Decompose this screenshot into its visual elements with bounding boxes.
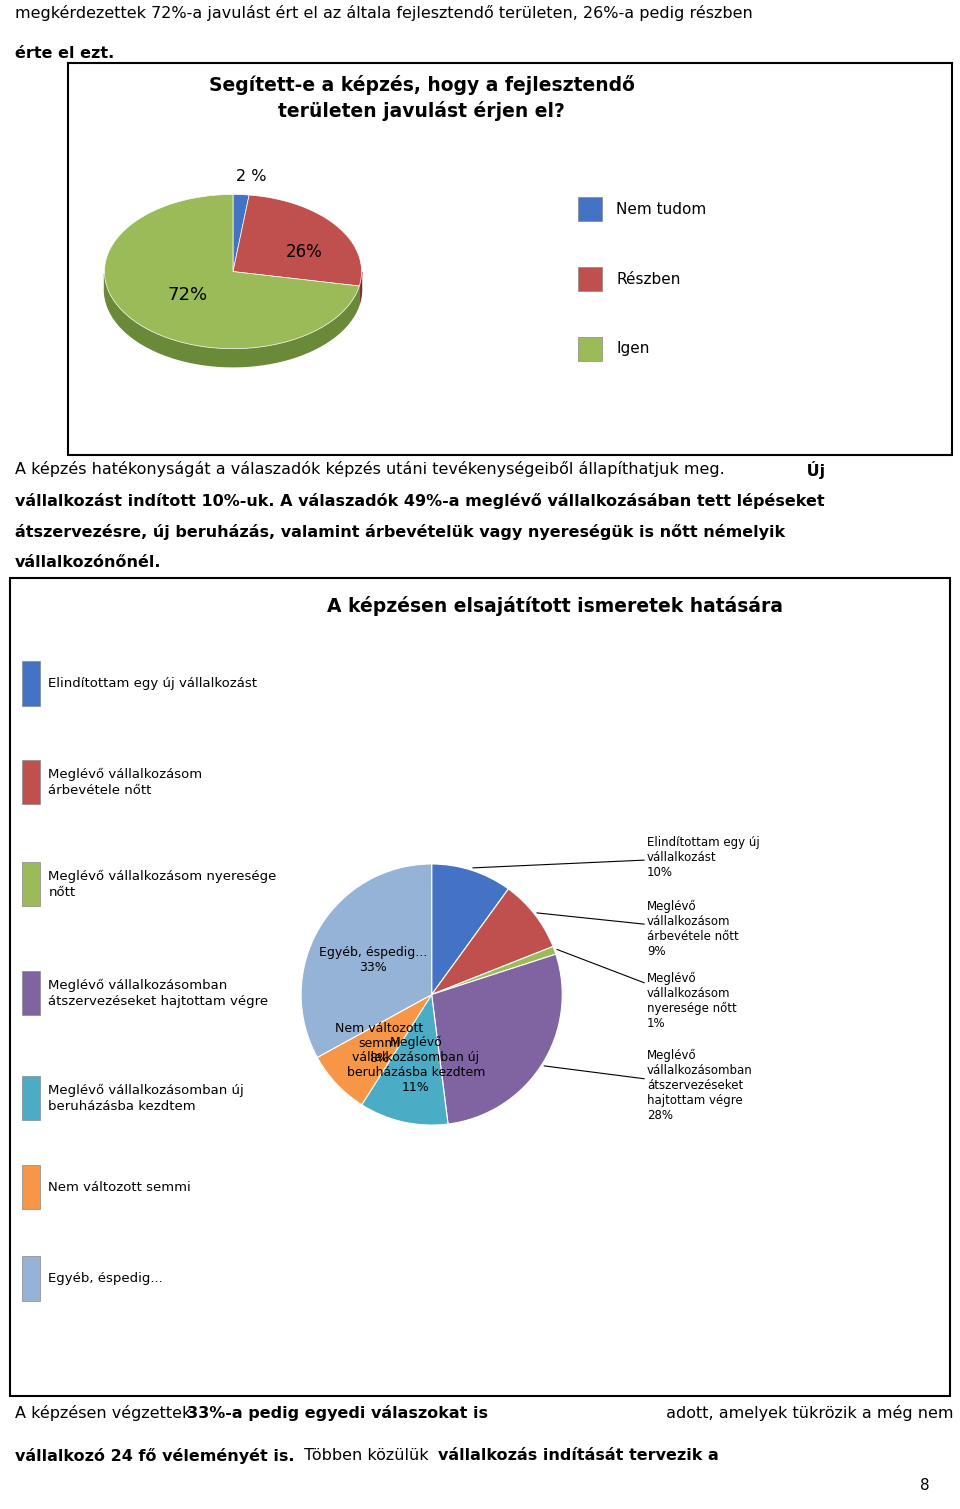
Text: 2 %: 2 % [236, 169, 266, 184]
Text: A képzésen végzettek: A képzésen végzettek [15, 1405, 197, 1421]
Text: Egyéb, éspedig...: Egyéb, éspedig... [48, 1272, 163, 1286]
Polygon shape [233, 195, 249, 272]
Text: vállalkozás indítását tervezik a: vállalkozás indítását tervezik a [438, 1449, 719, 1464]
Bar [578, 198, 602, 220]
Text: Meglévő
vállalkozásomban új
beruházásba kezdtem
11%: Meglévő vállalkozásomban új beruházásba … [347, 1035, 485, 1094]
Text: vállalkozást indított 10%-uk. A válaszadók 49%-a meglévő vállalkozásában tett lé: vállalkozást indított 10%-uk. A válaszad… [15, 492, 825, 509]
Text: Segített-e a képzés, hogy a fejlesztendő
területen javulást érjen el?: Segített-e a képzés, hogy a fejlesztendő… [208, 75, 635, 121]
Bar [22, 862, 40, 907]
Polygon shape [105, 275, 359, 367]
Text: Meglévő
vállalkozásomban
átszervezéseket
hajtottam végre
28%: Meglévő vállalkozásomban átszervezéseket… [544, 1049, 753, 1123]
Wedge shape [432, 865, 509, 994]
Text: adott, amelyek tükrözik a még nem: adott, amelyek tükrözik a még nem [661, 1405, 954, 1421]
Text: Elindítottam egy új vállalkozást: Elindítottam egy új vállalkozást [48, 678, 257, 690]
Text: Új: Új [801, 462, 825, 480]
Bar [22, 1165, 40, 1209]
Text: megkérdezettek 72%-a javulást ért el az általa fejlesztendő területen, 26%-a ped: megkérdezettek 72%-a javulást ért el az … [15, 5, 753, 21]
Text: Egyéb, éspedig...
33%: Egyéb, éspedig... 33% [319, 946, 427, 973]
Polygon shape [359, 272, 362, 303]
Text: Meglévő vállalkozásom nyeresége
nőtt: Meglévő vállalkozásom nyeresége nőtt [48, 869, 276, 899]
Bar [22, 661, 40, 706]
Wedge shape [432, 946, 556, 994]
Text: Nem tudom: Nem tudom [616, 202, 707, 216]
Bar [22, 1076, 40, 1120]
Text: Igen: Igen [616, 341, 650, 356]
Text: 33%-a pedig egyedi válaszokat is: 33%-a pedig egyedi válaszokat is [187, 1405, 488, 1421]
Bar [578, 267, 602, 291]
Polygon shape [105, 195, 359, 349]
Text: Nem változott semmi: Nem változott semmi [48, 1180, 191, 1194]
Text: Meglévő
vállalkozásom
nyeresége nőtt
1%: Meglévő vállalkozásom nyeresége nőtt 1% [557, 949, 737, 1031]
Text: 26%: 26% [285, 243, 323, 261]
Wedge shape [362, 994, 448, 1126]
Text: 72%: 72% [168, 285, 208, 303]
Bar [22, 1257, 40, 1301]
Text: Meglévő vállalkozásom
árbevétele nőtt: Meglévő vállalkozásom árbevétele nőtt [48, 768, 203, 797]
Wedge shape [301, 865, 432, 1058]
Bar [22, 970, 40, 1016]
Text: érte el ezt.: érte el ezt. [15, 45, 114, 60]
Text: A képzésen elsajátított ismeretek hatására: A képzésen elsajátított ismeretek hatásá… [327, 596, 783, 616]
Bar [22, 761, 40, 804]
Wedge shape [317, 994, 432, 1105]
Wedge shape [432, 889, 553, 994]
Wedge shape [432, 954, 563, 1124]
Text: Elindítottam egy új
vállalkozást
10%: Elindítottam egy új vállalkozást 10% [473, 836, 759, 878]
Bar [578, 337, 602, 361]
Text: A képzés hatékonyságát a válaszadók képzés utáni tevékenységeiből állapíthatjuk : A képzés hatékonyságát a válaszadók képz… [15, 462, 725, 477]
Text: Többen közülük: Többen közülük [299, 1449, 433, 1464]
Text: vállalkozó 24 fő véleményét is.: vállalkozó 24 fő véleményét is. [15, 1449, 295, 1464]
Text: vállalkozónőnél.: vállalkozónőnél. [15, 555, 161, 569]
Text: Meglévő
vállalkozásom
árbevétele nőtt
9%: Meglévő vállalkozásom árbevétele nőtt 9% [537, 901, 739, 958]
Text: Meglévő vállalkozásomban
átszervezéseket hajtottam végre: Meglévő vállalkozásomban átszervezéseket… [48, 979, 269, 1008]
Text: Meglévő vállalkozásomban új
beruházásba kezdtem: Meglévő vállalkozásomban új beruházásba … [48, 1083, 244, 1114]
Polygon shape [233, 195, 362, 287]
Text: Részben: Részben [616, 272, 681, 287]
Text: 8: 8 [921, 1477, 930, 1492]
Text: átszervezésre, új beruházás, valamint árbevételük vagy nyereségük is nőtt némely: átszervezésre, új beruházás, valamint ár… [15, 524, 785, 540]
Text: Nem változott
semmi
8%: Nem változott semmi 8% [335, 1022, 423, 1065]
